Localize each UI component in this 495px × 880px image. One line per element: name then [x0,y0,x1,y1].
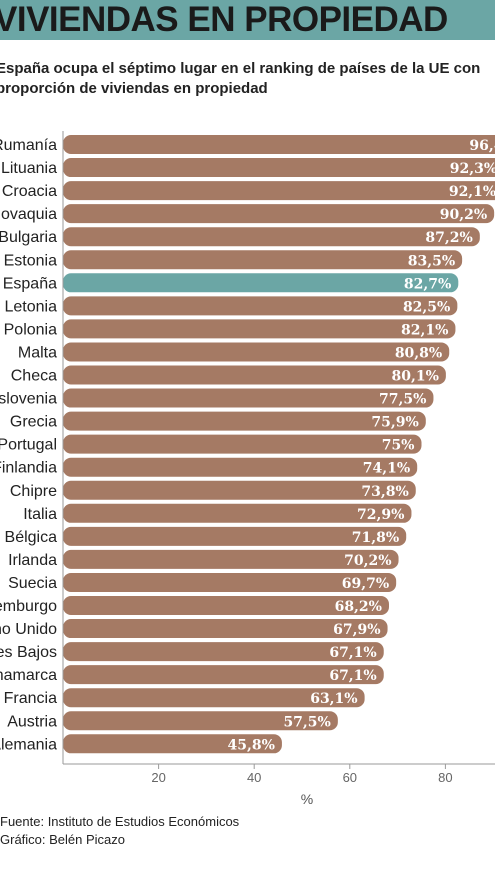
bar-15 [63,480,416,500]
category-label: Letonia [5,298,58,315]
subtitle-line-2: proporción de viviendas en propiedad [0,80,268,97]
category-label: Bélgica [5,529,58,546]
category-label: Irlanda [8,552,57,569]
category-label: Países Bajos [0,644,57,661]
value-label: 90,2% [440,207,487,223]
value-label: 96,4% [469,138,495,154]
category-label: Reino Unido [0,621,57,638]
category-label: Lituania [1,160,57,177]
category-label: Malta [18,344,57,361]
category-label: Rumanía [0,137,57,154]
value-label: 77,5% [379,392,426,408]
bar-0 [63,135,495,154]
bar-7 [63,296,458,316]
category-label: Alemania [0,736,57,753]
bar-1 [63,158,495,178]
value-label: 74,1% [363,461,410,477]
bar-17 [63,526,407,546]
subtitle-line-1: España ocupa el séptimo lugar en el rank… [0,60,481,77]
source-line-1: Fuente: Instituto de Estudios Económicos [0,814,240,829]
category-label: Bulgaria [0,229,57,246]
value-label: 87,2% [425,230,472,246]
value-label: 75% [382,438,415,454]
value-label: 80,8% [395,345,442,361]
bar-5 [63,250,463,270]
value-label: 80,1% [391,369,438,385]
category-label: Eslovaquia [0,206,57,223]
x-tick-label: 20 [151,770,165,785]
page-title: VIVIENDAS EN PROPIEDAD [0,0,448,39]
category-label: Grecia [10,414,57,431]
category-label: España [3,275,57,292]
bar-9 [63,342,450,362]
value-label: 75,9% [371,415,418,431]
category-label: Polonia [4,321,57,338]
value-label: 92,3% [450,161,495,177]
value-label: 70,2% [344,553,391,569]
bar-chart: Rumanía 96,4% Lituania 92,3% Croacia 92,1% Esl… [0,131,495,807]
bar-14 [63,457,418,477]
bar-23 [63,665,384,685]
title-band: VIVIENDAS EN PROPIEDAD [0,0,495,40]
value-label: 83,5% [408,253,455,269]
bar-21 [63,619,388,639]
value-label: 92,1% [449,184,495,200]
value-label: 82,1% [401,322,448,338]
category-label: Estonia [4,252,57,269]
x-axis-title: % [301,791,313,807]
value-label: 67,1% [329,668,376,684]
bar-19 [63,572,397,592]
value-label: 71,8% [352,530,399,546]
bar-4 [63,227,480,247]
bar-20 [63,596,389,615]
bar-26 [63,734,282,754]
value-label: 72,9% [357,507,404,523]
x-tick-label: 80 [438,770,452,785]
bar-24 [63,688,365,708]
value-label: 69,7% [342,576,389,592]
bar-18 [63,549,399,569]
value-label: 45,8% [228,737,275,753]
source-note: Fuente: Instituto de Estudios Económicos… [0,813,239,849]
bar-10 [63,365,446,385]
bar-12 [63,411,426,431]
value-label: 82,7% [404,276,451,292]
bar-25 [63,711,338,731]
x-tick-label: 60 [343,770,357,785]
category-label: Francia [4,690,57,707]
bar-6 [63,273,459,293]
category-label: Chipre [10,483,57,500]
x-tick-label: 40 [247,770,261,785]
category-label: Croacia [2,183,57,200]
value-label: 67,1% [329,645,376,661]
value-label: 63,1% [310,691,357,707]
value-label: 82,5% [403,299,450,315]
bar-13 [63,434,422,454]
category-label: Dinamarca [0,667,57,684]
chart-subtitle: España ocupa el séptimo lugar en el rank… [0,59,495,99]
category-label: Luxemburgo [0,598,57,615]
category-label: Suecia [8,575,57,592]
category-label: Finlandia [0,460,57,477]
bar-22 [63,642,384,662]
bar-3 [63,204,495,224]
value-label: 57,5% [283,714,330,730]
value-label: 68,2% [335,599,382,615]
bar-16 [63,503,412,523]
bar-8 [63,319,456,339]
category-label: Italia [23,506,57,523]
value-label: 67,9% [333,622,380,638]
bar-11 [63,388,434,408]
value-label: 73,8% [361,484,408,500]
source-line-2: Gráfico: Belén Picazo [0,832,126,847]
category-label: Portugal [0,437,57,454]
category-label: Checa [11,368,57,385]
category-label: Eslovenia [0,391,57,408]
bar-2 [63,181,495,201]
category-label: Austria [7,713,57,730]
